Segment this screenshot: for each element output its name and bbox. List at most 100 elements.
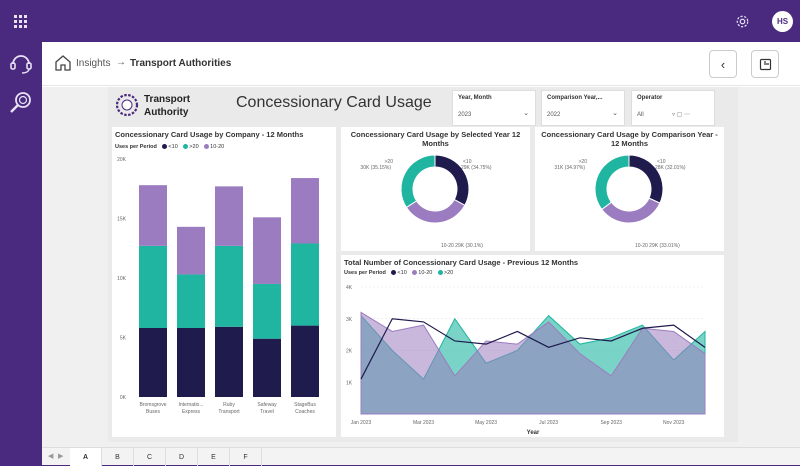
donut-data-label: 31K (34.97%) (554, 165, 585, 171)
x-tick-label: Sep 2023 (600, 420, 622, 426)
donut-category-label: >20 (385, 159, 394, 165)
area-chart-legend: Uses per Period <10 10-20 >20 (344, 270, 453, 276)
bar-segment (291, 243, 319, 326)
x-tick-label: Transport (218, 409, 240, 415)
y-tick-label: 10K (117, 276, 127, 282)
transport-authority-logo-icon (115, 93, 139, 117)
line-series (360, 318, 706, 380)
bar-segment (291, 178, 319, 244)
donut-data-label: 28K (32.01%) (655, 165, 686, 171)
breadcrumb-current: Transport Authorities (130, 58, 232, 69)
legend-item: >20 (443, 270, 454, 276)
x-tick-label: Nov 2023 (663, 420, 685, 426)
y-tick-label: 20K (117, 157, 127, 163)
y-tick-label: 0K (120, 395, 127, 401)
y-tick-label: 15K (117, 217, 127, 223)
tab-f[interactable]: F (230, 448, 262, 466)
donut-data-label: 30K (35.15%) (360, 165, 391, 171)
donut-data-label: 10-20 29K (30.1%) (441, 243, 483, 249)
x-tick-label: Buses (146, 409, 160, 415)
legend-item: <10 (168, 144, 178, 150)
legend-item: <10 (397, 270, 407, 276)
donut-comparison-year-card: Concessionary Card Usage by Comparison Y… (535, 127, 724, 251)
legend-item: 10-20 (418, 270, 433, 276)
bar-segment (215, 326, 243, 397)
slicer-value: 2023 (458, 112, 472, 118)
home-icon[interactable] (54, 54, 72, 71)
slicer-operator[interactable]: Operator All ▿ ▢ ⋯ (631, 90, 715, 126)
gear-icon[interactable] (735, 14, 750, 29)
area-chart-title: Total Number of Concessionary Card Usage… (344, 258, 579, 267)
bar-segment (253, 338, 281, 397)
donut-slice (400, 154, 436, 209)
left-nav (0, 42, 42, 465)
logo-text-1: Transport (144, 94, 191, 105)
x-tick-label: Internatio... (178, 402, 203, 408)
legend-dot (183, 144, 189, 150)
bar-segment (215, 186, 243, 246)
legend-dot (437, 270, 443, 276)
chevron-left-icon: ‹ (720, 56, 726, 72)
tab-d[interactable]: D (166, 448, 198, 466)
arrow-right-icon: → (116, 57, 126, 68)
breadcrumb: Insights → Transport Authorities ‹ (42, 42, 800, 86)
x-tick-label: Express (182, 409, 201, 415)
legend-title: Uses per Period (344, 270, 386, 276)
area-series (360, 311, 706, 415)
x-tick-label: Mar 2023 (413, 420, 434, 426)
area-chart: 4K 3K 2K 1K Jan 2023 Mar 2023 May 2023 Jul 2023… (346, 285, 706, 436)
x-tick-label: Ruby (223, 402, 235, 408)
legend-title: Uses per Period (115, 144, 157, 150)
tab-next-icon[interactable]: ▶ (58, 453, 64, 460)
bar-segment (215, 245, 243, 327)
slicer-label: Operator (637, 95, 663, 101)
donut-comparison-year-title: Concessionary Card Usage by Comparison Y… (541, 130, 718, 148)
logo-text-2: Authority (144, 107, 189, 118)
donut-slice (594, 154, 630, 211)
page-tabs: ◀ ▶ A B C D E F (42, 447, 800, 466)
donut-data-label: 29K (34.75%) (461, 165, 492, 171)
x-tick-label: Jan 2023 (351, 420, 372, 426)
app-launcher-icon[interactable] (14, 15, 27, 28)
report-canvas: Transport Authority Concessionary Card U… (42, 87, 800, 447)
slicer-comparison-year[interactable]: Comparison Year,... 2022 ⌄ (541, 90, 625, 126)
legend-dot (391, 270, 397, 276)
donut-category-label: >20 (579, 159, 588, 165)
tab-a[interactable]: A (70, 448, 102, 466)
bar-segment (177, 327, 205, 397)
donut-comparison-year-chart: 28K (32.01%) 10-20 29K (33.01%) 31K (34.97… (554, 154, 686, 249)
headset-icon[interactable] (8, 50, 34, 76)
popout-button[interactable] (751, 50, 779, 78)
breadcrumb-insights[interactable]: Insights (76, 58, 111, 69)
slicer-year-month[interactable]: Year, Month 2023 ⌄ (452, 90, 536, 126)
donut-slice (405, 198, 466, 224)
x-tick-label: Safeway (257, 402, 277, 408)
donut-selected-year-card: Concessionary Card Usage by Selected Yea… (341, 127, 530, 251)
donut-category-label: <10 (657, 159, 666, 165)
slicer-value: All (637, 112, 644, 118)
y-tick-label: 3K (346, 317, 353, 323)
x-axis-title: Year (527, 430, 540, 436)
y-tick-label: 2K (346, 349, 353, 355)
tab-prev-icon[interactable]: ◀ (48, 453, 54, 460)
tab-e[interactable]: E (198, 448, 230, 466)
back-button[interactable]: ‹ (709, 50, 737, 78)
tab-c[interactable]: C (134, 448, 166, 466)
x-tick-label: Bromsgrove (140, 402, 167, 408)
bar-segment (139, 327, 167, 397)
magnifier-icon[interactable] (8, 90, 34, 116)
donut-selected-year-title: Concessionary Card Usage by Selected Yea… (350, 130, 521, 148)
slicer-label: Comparison Year,... (547, 95, 603, 101)
x-tick-label: Jul 2023 (539, 420, 558, 426)
x-tick-label: Coaches (295, 409, 315, 415)
avatar[interactable]: HS (772, 11, 793, 32)
chevron-down-icon: ⌄ (523, 110, 529, 117)
bar-segment (253, 217, 281, 284)
main-area: Insights → Transport Authorities ‹ Trans… (42, 42, 800, 466)
donut-selected-year-chart: 29K (34.75%) 10-20 29K (30.1%) 30K (35.15%… (360, 154, 492, 249)
tab-b[interactable]: B (102, 448, 134, 466)
visual-header-icons[interactable]: ▿ ▢ ⋯ (672, 112, 691, 118)
y-tick-label: 1K (346, 380, 353, 386)
x-tick-label: May 2023 (475, 420, 497, 426)
